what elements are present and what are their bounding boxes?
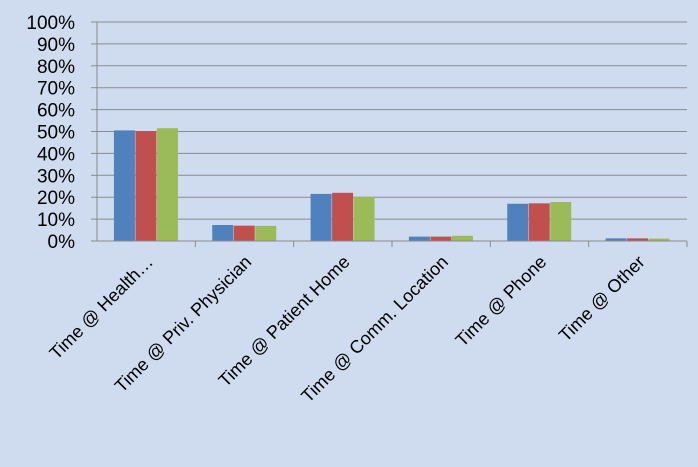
y-tick-label: 50% <box>37 123 75 144</box>
y-tick-label: 70% <box>37 79 75 100</box>
bar <box>550 202 572 241</box>
y-tick-label: 10% <box>37 210 75 231</box>
bar <box>507 203 529 241</box>
y-tick-label: 30% <box>37 166 75 187</box>
x-tick-label: Time @ Other <box>555 252 649 346</box>
y-axis-ticks: 0%10%20%30%40%50%60%70%80%90%100% <box>26 13 75 253</box>
x-axis-ticks: Time @ Health…Time @ Priv. PhysicianTime… <box>46 252 649 407</box>
bar <box>451 235 473 241</box>
bar <box>212 225 234 241</box>
bar <box>113 130 135 241</box>
bar <box>648 238 670 241</box>
bar <box>233 225 255 241</box>
bar <box>353 196 375 241</box>
bar <box>408 236 430 241</box>
bar <box>135 131 157 241</box>
bar <box>605 238 627 241</box>
x-tick-label: Time @ Phone <box>452 252 551 351</box>
bars <box>113 128 670 241</box>
y-tick-label: 90% <box>37 35 75 56</box>
y-tick-label: 40% <box>37 144 75 165</box>
bar <box>627 238 649 241</box>
gridlines <box>97 21 687 220</box>
y-tick-label: 20% <box>37 188 75 209</box>
bar <box>332 192 354 241</box>
y-tick-label: 0% <box>48 232 76 253</box>
bar <box>528 203 550 241</box>
x-tick-label: Time @ Health… <box>46 252 157 363</box>
axes <box>91 21 688 247</box>
y-tick-label: 60% <box>37 101 75 122</box>
y-tick-label: 80% <box>37 57 75 78</box>
bar <box>255 225 277 241</box>
bar <box>156 128 178 241</box>
bar <box>430 236 452 241</box>
y-tick-label: 100% <box>26 13 75 34</box>
bar <box>310 193 332 241</box>
